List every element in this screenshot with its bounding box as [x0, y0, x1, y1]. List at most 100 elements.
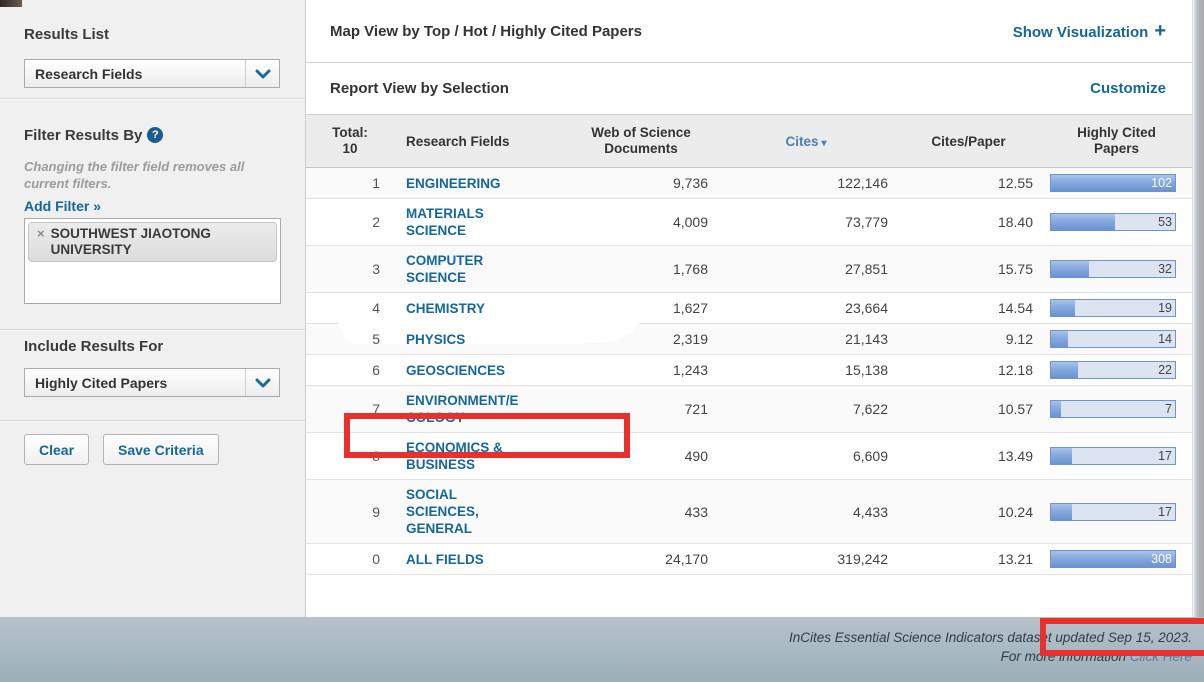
highly-cited-value: 7	[1165, 402, 1172, 416]
research-field-link[interactable]: PHYSICS	[406, 331, 466, 347]
row-rank: 0	[372, 551, 380, 567]
highly-cited-value: 19	[1158, 301, 1172, 315]
wos-documents-value: 4,009	[672, 214, 708, 230]
total-count-header: Total: 10	[332, 125, 368, 156]
cites-value: 21,143	[845, 331, 888, 347]
cites-value: 319,242	[837, 551, 888, 567]
plus-icon: +	[1154, 19, 1166, 42]
cites-value: 122,146	[837, 175, 888, 191]
bar-fill	[1051, 331, 1069, 347]
column-header-highly-cited-papers[interactable]: Highly Cited Papers	[1077, 125, 1156, 156]
highly-cited-bar: 308	[1050, 550, 1176, 568]
highly-cited-bar: 19	[1050, 299, 1176, 317]
chevron-down-icon	[245, 60, 279, 87]
cites-per-paper-value: 13.21	[997, 551, 1033, 567]
wos-documents-value: 24,170	[665, 551, 708, 567]
column-header-cites[interactable]: Cites ▾	[785, 133, 827, 149]
cites-per-paper-value: 15.75	[997, 261, 1033, 277]
customize-link[interactable]: Customize	[1090, 80, 1166, 97]
sort-desc-icon: ▾	[821, 137, 827, 149]
row-rank: 2	[372, 214, 380, 230]
footer-info-line: For more information Click Here	[1000, 649, 1192, 664]
highly-cited-bar: 22	[1050, 361, 1176, 379]
research-field-link[interactable]: ECONOMICS & BUSINESS	[406, 440, 503, 472]
help-icon[interactable]: ?	[147, 127, 164, 143]
highly-cited-bar-cell: 53	[1041, 213, 1192, 231]
results-list-heading: Results List	[24, 26, 110, 43]
bar-fill	[1051, 401, 1061, 417]
row-rank: 4	[372, 300, 380, 316]
highly-cited-value: 308	[1151, 552, 1172, 566]
highly-cited-value: 22	[1158, 363, 1172, 377]
cites-per-paper-value: 12.18	[997, 362, 1033, 378]
save-criteria-button[interactable]: Save Criteria	[103, 434, 219, 465]
include-results-heading: Include Results For	[24, 338, 164, 355]
highly-cited-bar-cell: 32	[1041, 260, 1192, 278]
wos-documents-value: 490	[684, 448, 708, 464]
cites-value: 27,851	[845, 261, 888, 277]
active-filters-box: × SOUTHWEST JIAOTONG UNIVERSITY	[24, 218, 281, 304]
chevron-down-icon	[245, 369, 279, 396]
research-field-link[interactable]: SOCIAL SCIENCES, GENERAL	[406, 487, 479, 536]
bar-fill	[1051, 362, 1079, 378]
map-view-title: Map View by Top / Hot / Highly Cited Pap…	[330, 22, 642, 40]
add-filter-link[interactable]: Add Filter »	[24, 198, 102, 214]
cites-value: 23,664	[845, 300, 888, 316]
remove-filter-icon[interactable]: ×	[37, 226, 45, 241]
highly-cited-bar: 32	[1050, 260, 1176, 278]
bar-fill	[1051, 300, 1075, 316]
research-field-link[interactable]: CHEMISTRY	[406, 300, 486, 316]
table-header-row: Total: 10 Research Fields Web of Science…	[306, 115, 1204, 168]
table-row: 5 PHYSICS 2,319 21,143 9.12 14	[306, 324, 1204, 355]
cites-per-paper-value: 9.12	[1005, 331, 1033, 347]
scrollbar-thumb[interactable]	[1194, 0, 1204, 617]
include-results-dropdown[interactable]: Highly Cited Papers	[24, 368, 280, 397]
click-here-link[interactable]: Click Here	[1129, 649, 1192, 664]
research-field-link[interactable]: COMPUTER SCIENCE	[406, 253, 484, 285]
table-row: 2 MATERIALS SCIENCE 4,009 73,779 18.40 5…	[306, 199, 1204, 246]
table-row: 0 ALL FIELDS 24,170 319,242 13.21 308	[306, 544, 1204, 575]
research-field-link[interactable]: ENVIRONMENT/E COLOGY	[406, 393, 519, 425]
cites-value: 73,779	[845, 214, 888, 230]
show-visualization-link[interactable]: Show Visualization +	[1012, 19, 1166, 42]
research-field-link[interactable]: ALL FIELDS	[406, 551, 484, 567]
wos-documents-value: 1,627	[672, 300, 708, 316]
cites-value: 4,433	[852, 503, 888, 520]
highly-cited-value: 32	[1158, 262, 1172, 276]
research-field-link[interactable]: MATERIALS SCIENCE	[406, 206, 484, 238]
table-row: 1 ENGINEERING 9,736 122,146 12.55 102	[306, 168, 1204, 199]
column-header-research-fields[interactable]: Research Fields	[406, 133, 510, 149]
research-field-link[interactable]: ENGINEERING	[406, 175, 501, 191]
results-list-dropdown[interactable]: Research Fields	[24, 59, 280, 88]
table-row: 4 CHEMISTRY 1,627 23,664 14.54 19	[306, 293, 1204, 324]
bar-fill	[1051, 503, 1073, 520]
cites-value: 6,609	[852, 448, 888, 464]
filter-tag-label: SOUTHWEST JIAOTONG UNIVERSITY	[50, 226, 211, 257]
wos-documents-value: 2,319	[672, 331, 708, 347]
vertical-scrollbar[interactable]	[1192, 0, 1204, 617]
filter-tag[interactable]: × SOUTHWEST JIAOTONG UNIVERSITY	[28, 222, 277, 262]
column-header-wos-documents[interactable]: Web of Science Documents	[591, 125, 691, 156]
wos-documents-value: 1,768	[672, 261, 708, 277]
main-panel: Map View by Top / Hot / Highly Cited Pap…	[306, 0, 1204, 617]
report-view-header: Report View by Selection Customize	[306, 63, 1204, 115]
highly-cited-bar: 7	[1050, 400, 1176, 418]
highly-cited-bar: 14	[1050, 330, 1176, 348]
cites-per-paper-value: 18.40	[997, 214, 1033, 230]
highly-cited-bar: 53	[1050, 213, 1176, 231]
sidebar-divider	[0, 329, 305, 331]
row-rank: 8	[372, 448, 380, 464]
bar-fill	[1051, 448, 1073, 464]
row-rank: 1	[372, 175, 380, 191]
bar-fill	[1051, 214, 1116, 230]
research-field-link[interactable]: GEOSCIENCES	[406, 362, 506, 378]
filter-results-heading: Filter Results By?	[24, 127, 164, 144]
highly-cited-bar-cell: 17	[1041, 502, 1192, 521]
column-header-cites-per-paper[interactable]: Cites/Paper	[931, 133, 1006, 149]
map-view-header: Map View by Top / Hot / Highly Cited Pap…	[306, 0, 1204, 63]
wos-documents-value: 9,736	[672, 175, 708, 191]
footer-bar: InCites Essential Science Indicators dat…	[0, 617, 1204, 682]
cites-per-paper-value: 10.24	[997, 503, 1033, 520]
filter-note: Changing the filter field removes all cu…	[24, 159, 245, 191]
clear-button[interactable]: Clear	[24, 434, 90, 465]
